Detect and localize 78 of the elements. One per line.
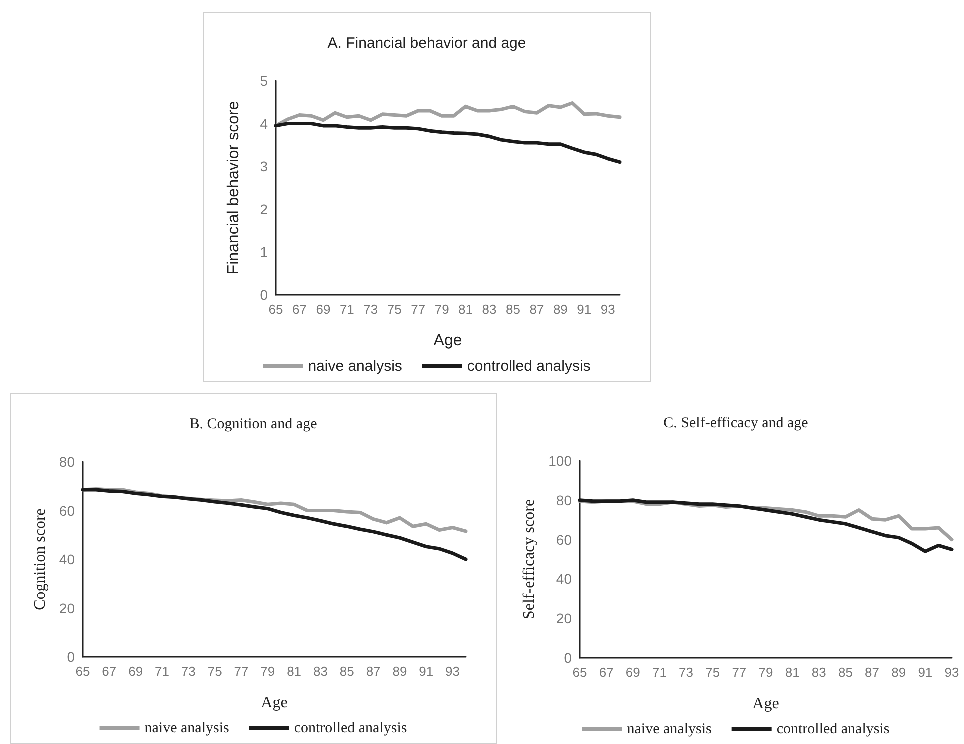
x-tick-label: 87 bbox=[366, 664, 381, 679]
y-tick-label: 100 bbox=[548, 453, 572, 469]
x-tick-label: 73 bbox=[364, 302, 378, 317]
chart-title: C. Self-efficacy and age bbox=[664, 416, 809, 432]
x-tick-label: 93 bbox=[944, 665, 960, 680]
y-tick-label: 0 bbox=[67, 649, 76, 665]
x-tick-label: 89 bbox=[392, 664, 408, 679]
x-tick-label: 81 bbox=[458, 302, 474, 317]
x-tick-label: 89 bbox=[892, 665, 906, 680]
x-tick-label: 75 bbox=[706, 665, 720, 680]
x-tick-label: 69 bbox=[626, 665, 640, 680]
y-tick-label: 60 bbox=[59, 502, 76, 519]
y-tick-label: 5 bbox=[260, 73, 268, 89]
x-tick-label: 73 bbox=[181, 664, 196, 679]
y-tick-label: 20 bbox=[59, 600, 76, 616]
x-tick-label: 69 bbox=[128, 664, 144, 679]
x-tick-label: 67 bbox=[102, 664, 117, 679]
y-tick-label: 3 bbox=[260, 158, 268, 175]
y-tick-label: 80 bbox=[59, 454, 76, 470]
chart-title: A. Financial behavior and age bbox=[328, 35, 526, 52]
x-tick-label: 87 bbox=[530, 302, 544, 317]
y-axis-title: Cognition score bbox=[32, 508, 50, 610]
x-tick-label: 67 bbox=[292, 302, 307, 317]
x-tick-label: 89 bbox=[553, 302, 568, 317]
y-tick-label: 4 bbox=[260, 116, 268, 132]
x-tick-label: 79 bbox=[758, 665, 774, 680]
legend-label: controlled analysis bbox=[467, 358, 591, 375]
x-tick-label: 91 bbox=[419, 664, 434, 679]
y-tick-label: 40 bbox=[556, 571, 572, 588]
x-axis-title: Age bbox=[434, 332, 462, 350]
x-tick-label: 71 bbox=[340, 302, 354, 317]
line-series bbox=[274, 102, 622, 128]
y-tick-label: 2 bbox=[260, 201, 268, 218]
x-tick-label: 85 bbox=[838, 665, 853, 680]
legend-label: controlled analysis bbox=[294, 720, 408, 736]
x-tick-label: 79 bbox=[260, 664, 276, 679]
y-tick-label: 80 bbox=[556, 492, 572, 508]
x-tick-label: 87 bbox=[865, 665, 880, 680]
x-tick-label: 77 bbox=[234, 664, 249, 679]
legend-label: controlled analysis bbox=[776, 722, 890, 738]
x-tick-label: 81 bbox=[785, 665, 800, 680]
y-tick-label: 0 bbox=[260, 287, 268, 303]
x-tick-label: 91 bbox=[918, 665, 933, 680]
legend-label: naive analysis bbox=[627, 722, 712, 738]
y-tick-label: 20 bbox=[556, 610, 572, 627]
x-tick-label: 73 bbox=[679, 665, 694, 680]
y-tick-label: 1 bbox=[260, 244, 268, 260]
x-tick-label: 85 bbox=[340, 664, 354, 679]
chart-title: B. Cognition and age bbox=[190, 416, 318, 432]
x-tick-label: 65 bbox=[572, 665, 588, 680]
x-tick-label: 83 bbox=[313, 664, 328, 679]
x-tick-label: 91 bbox=[577, 302, 592, 317]
x-tick-label: 71 bbox=[652, 665, 667, 680]
y-tick-label: 40 bbox=[59, 552, 76, 568]
x-tick-label: 81 bbox=[287, 664, 302, 679]
y-axis-title: Financial behavior score bbox=[226, 101, 242, 275]
x-tick-label: 65 bbox=[76, 664, 90, 679]
x-tick-label: 71 bbox=[155, 664, 170, 679]
x-tick-label: 67 bbox=[599, 665, 614, 680]
x-tick-label: 65 bbox=[268, 302, 284, 317]
x-tick-label: 83 bbox=[812, 665, 826, 680]
legend-label: naive analysis bbox=[144, 720, 230, 736]
x-tick-label: 93 bbox=[600, 302, 616, 317]
x-tick-label: 69 bbox=[316, 302, 331, 317]
x-axis-title: Age bbox=[261, 694, 288, 712]
x-tick-label: 77 bbox=[411, 302, 426, 317]
x-axis-title: Age bbox=[752, 696, 780, 712]
x-tick-label: 75 bbox=[208, 664, 222, 679]
x-tick-label: 85 bbox=[506, 302, 520, 317]
y-axis-title: Self-efficacy score bbox=[521, 499, 538, 620]
y-tick-label: 0 bbox=[564, 650, 572, 666]
x-tick-label: 75 bbox=[387, 302, 402, 317]
x-tick-label: 93 bbox=[446, 664, 460, 679]
legend-label: naive analysis bbox=[308, 358, 402, 375]
x-tick-label: 77 bbox=[732, 665, 747, 680]
x-tick-label: 79 bbox=[434, 302, 450, 317]
x-tick-label: 83 bbox=[482, 302, 497, 317]
y-tick-label: 60 bbox=[556, 532, 572, 548]
